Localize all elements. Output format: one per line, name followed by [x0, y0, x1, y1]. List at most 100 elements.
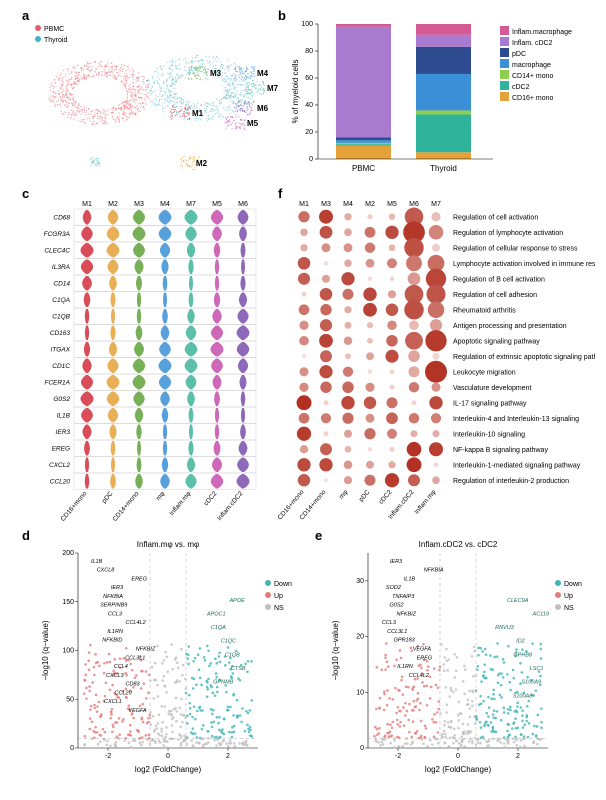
svg-text:M6: M6 — [409, 201, 419, 208]
panel-b-stackedbar: 020406080100% of myeloid cellsPBMCThyroi… — [288, 14, 598, 184]
svg-text:C1QA: C1QA — [211, 625, 226, 631]
svg-text:Lymphocyte activation involved: Lymphocyte activation involved in immune… — [453, 261, 595, 268]
svg-text:0: 0 — [360, 745, 364, 752]
svg-text:M2: M2 — [365, 201, 375, 208]
svg-text:EREG: EREG — [131, 576, 147, 582]
svg-text:M3: M3 — [321, 201, 331, 208]
svg-text:IL1RN: IL1RN — [107, 629, 123, 635]
svg-text:CCL4L2: CCL4L2 — [409, 673, 429, 679]
svg-text:Regulation of extrinsic apopto: Regulation of extrinsic apoptotic signal… — [453, 354, 595, 361]
svg-text:CD16+mono: CD16+mono — [60, 490, 89, 523]
svg-text:AC119: AC119 — [532, 611, 549, 617]
svg-text:M4: M4 — [160, 201, 170, 208]
svg-text:CXCL8: CXCL8 — [97, 568, 116, 574]
svg-text:% of myeloid cells: % of myeloid cells — [291, 59, 300, 123]
svg-text:CD16+ mono: CD16+ mono — [512, 95, 554, 102]
svg-text:IER3: IER3 — [111, 585, 124, 591]
svg-text:M5: M5 — [247, 119, 259, 128]
svg-text:LSC1: LSC1 — [530, 666, 544, 672]
svg-text:M1: M1 — [192, 109, 204, 118]
svg-text:M4: M4 — [257, 69, 269, 78]
svg-text:NFKBIA: NFKBIA — [424, 568, 444, 574]
svg-text:CD163: CD163 — [50, 330, 71, 337]
svg-text:M2: M2 — [196, 159, 208, 168]
svg-text:IL-17 signaling pathway: IL-17 signaling pathway — [453, 400, 527, 407]
svg-text:SOD2: SOD2 — [386, 585, 401, 591]
svg-text:Vasculature development: Vasculature development — [453, 385, 532, 392]
svg-text:C1QA: C1QA — [52, 297, 70, 304]
svg-text:Interleukin-10 signaling: Interleukin-10 signaling — [453, 431, 525, 438]
svg-text:Thyroid: Thyroid — [430, 164, 457, 173]
svg-text:SERPINB9: SERPINB9 — [100, 603, 127, 609]
svg-text:Regulation of lymphocyte activ: Regulation of lymphocyte activation — [453, 230, 563, 237]
svg-text:G0S2: G0S2 — [390, 603, 404, 609]
svg-text:Rheumatoid arthritis: Rheumatoid arthritis — [453, 307, 516, 314]
svg-text:C1QC: C1QC — [221, 639, 236, 645]
svg-text:macrophage: macrophage — [512, 62, 551, 69]
svg-text:60: 60 — [305, 75, 313, 82]
svg-text:M7: M7 — [431, 201, 441, 208]
svg-text:NF-kappa B signaling pathway: NF-kappa B signaling pathway — [453, 447, 548, 454]
svg-text:TNFAIP3: TNFAIP3 — [392, 594, 415, 600]
svg-text:Inflam.mφ vs. mφ: Inflam.mφ vs. mφ — [137, 540, 199, 549]
svg-text:M2: M2 — [108, 201, 118, 208]
svg-text:40: 40 — [305, 102, 313, 109]
svg-text:Regulation of cell activation: Regulation of cell activation — [453, 214, 538, 221]
svg-text:0: 0 — [456, 753, 460, 760]
svg-text:100: 100 — [301, 21, 313, 28]
svg-text:CD14: CD14 — [53, 281, 70, 288]
svg-text:NFKBIZ: NFKBIZ — [136, 647, 156, 653]
panel-c-label: c — [22, 186, 29, 201]
svg-text:cDC2: cDC2 — [203, 490, 219, 507]
svg-text:CD83: CD83 — [126, 682, 141, 688]
svg-text:CCL3: CCL3 — [382, 620, 397, 626]
svg-text:-2: -2 — [395, 753, 401, 760]
svg-text:CCL3L1: CCL3L1 — [125, 655, 145, 661]
svg-text:PBMC: PBMC — [44, 26, 64, 33]
svg-text:CD14+ mono: CD14+ mono — [512, 73, 554, 80]
svg-text:cDC2: cDC2 — [378, 489, 394, 506]
panel-c-violins: M1M2M3M4M7M5M6CD68FCGR3ACLEC4CIL3RACD14C… — [30, 195, 265, 530]
svg-text:Antigen processing and present: Antigen processing and presentation — [453, 323, 567, 330]
svg-text:GPNMB: GPNMB — [213, 680, 234, 686]
svg-text:CTSB: CTSB — [231, 666, 246, 672]
svg-text:Thyroid: Thyroid — [44, 37, 67, 44]
svg-text:Regulation of cell adhesion: Regulation of cell adhesion — [453, 292, 537, 299]
svg-text:M6: M6 — [238, 201, 248, 208]
svg-text:M3: M3 — [210, 69, 222, 78]
svg-text:−log10 (q−value): −log10 (q−value) — [331, 620, 340, 680]
svg-text:Regulation of interleukin-2 pr: Regulation of interleukin-2 production — [453, 478, 569, 485]
svg-text:Inflam.macrophage: Inflam.macrophage — [512, 29, 572, 36]
svg-text:APOE: APOE — [229, 598, 246, 604]
svg-text:mφ: mφ — [155, 490, 167, 502]
svg-text:IL1B: IL1B — [91, 559, 103, 565]
svg-text:M7: M7 — [267, 84, 279, 93]
panel-f-dotplot: M1M3M4M2M5M6M7Regulation of cell activat… — [275, 195, 595, 530]
svg-text:Leukocyte migration: Leukocyte migration — [453, 369, 516, 376]
svg-text:30: 30 — [356, 578, 364, 585]
svg-text:GPR183: GPR183 — [394, 638, 416, 644]
svg-text:0: 0 — [70, 745, 74, 752]
svg-text:20: 20 — [305, 129, 313, 136]
svg-text:Up: Up — [564, 593, 573, 600]
svg-text:CCL4L2: CCL4L2 — [125, 620, 145, 626]
svg-text:NS: NS — [274, 605, 284, 612]
svg-text:M1: M1 — [82, 201, 92, 208]
svg-text:NFKBIA: NFKBIA — [103, 594, 123, 600]
svg-text:IL3RA: IL3RA — [52, 264, 70, 271]
svg-text:2: 2 — [516, 753, 520, 760]
panel-a-label: a — [22, 8, 29, 23]
svg-text:CCL3: CCL3 — [108, 611, 123, 617]
svg-text:-2: -2 — [105, 753, 111, 760]
svg-text:EREG: EREG — [52, 446, 70, 453]
svg-text:mφ: mφ — [338, 489, 350, 501]
svg-text:Interleukin-4 and Interleukin-: Interleukin-4 and Interleukin-13 signali… — [453, 416, 579, 423]
svg-text:CCL20: CCL20 — [50, 479, 71, 486]
svg-text:Inflam.mφ: Inflam.mφ — [168, 490, 192, 517]
svg-text:IL1B: IL1B — [57, 413, 71, 420]
svg-text:IL1B: IL1B — [404, 576, 416, 582]
svg-text:150: 150 — [62, 599, 74, 606]
svg-text:NS: NS — [564, 605, 574, 612]
svg-text:cDC2: cDC2 — [512, 84, 530, 91]
svg-text:CCL20: CCL20 — [115, 690, 133, 696]
